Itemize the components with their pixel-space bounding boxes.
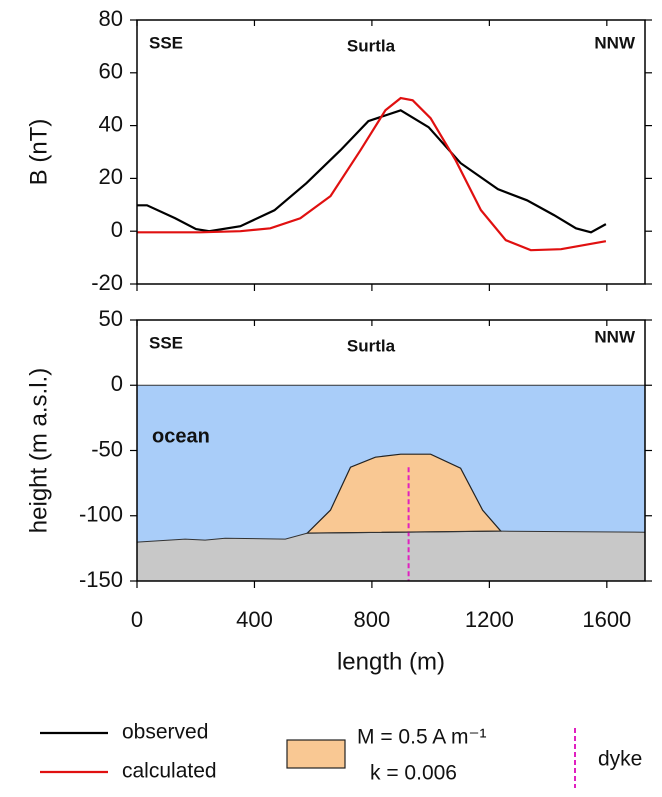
legend-label: calculated bbox=[122, 760, 217, 783]
plot-frame bbox=[136, 19, 646, 285]
x-tick-label: 400 bbox=[236, 607, 273, 632]
y-tick-label: 40 bbox=[99, 111, 123, 136]
annotation: Surtla bbox=[347, 36, 396, 55]
body-polygon bbox=[305, 453, 503, 534]
y-tick-label: 20 bbox=[99, 164, 123, 189]
y-tick-label: 0 bbox=[111, 371, 123, 396]
y-tick-label: 60 bbox=[99, 59, 123, 84]
annotation: SSE bbox=[149, 33, 183, 52]
panel: -20 0 20 40 60 80 SSE Surtla NNW B (nT) bbox=[25, 6, 652, 295]
y-tick-label: -20 bbox=[91, 270, 123, 295]
seabed-line bbox=[136, 530, 646, 543]
y-tick-label: 80 bbox=[99, 6, 123, 31]
x-tick-label: 0 bbox=[131, 607, 143, 632]
x-tick-label: 800 bbox=[354, 607, 391, 632]
annotation: NNW bbox=[594, 33, 636, 52]
x-tick-label: 1200 bbox=[465, 607, 514, 632]
seabed bbox=[137, 531, 645, 581]
y-tick-label: 0 bbox=[111, 217, 123, 242]
annotation: SSE bbox=[149, 333, 183, 352]
region-label: ocean bbox=[152, 426, 210, 448]
line-series bbox=[137, 96, 607, 252]
y-tick-label: 50 bbox=[99, 306, 123, 331]
y-axis-label: height (m a.s.l.) bbox=[25, 368, 52, 533]
x-tick-label: 1600 bbox=[582, 607, 631, 632]
y-axis-label: B (nT) bbox=[25, 119, 52, 186]
annotation: NNW bbox=[594, 327, 636, 346]
legend-note: k = 0.006 bbox=[370, 762, 457, 785]
annotation: Surtla bbox=[347, 336, 396, 355]
x-axis-label: length (m) bbox=[337, 648, 445, 675]
line-series bbox=[137, 109, 607, 234]
panel: ocean -150 -100 -50 0 50 0 400 800 1200 1600 SSE Sur… bbox=[25, 306, 652, 675]
legend-label: dyke bbox=[598, 748, 642, 771]
legend-label: M = 0.5 A m⁻¹ bbox=[357, 726, 487, 749]
y-tick-label: -150 bbox=[79, 567, 123, 592]
y-tick-label: -50 bbox=[91, 436, 123, 461]
legend-swatch bbox=[286, 739, 346, 769]
legend: observed calculated M = 0.5 A m⁻¹ k = 0.006… bbox=[40, 721, 642, 788]
legend-label: observed bbox=[122, 721, 208, 744]
y-tick-label: -100 bbox=[79, 502, 123, 527]
